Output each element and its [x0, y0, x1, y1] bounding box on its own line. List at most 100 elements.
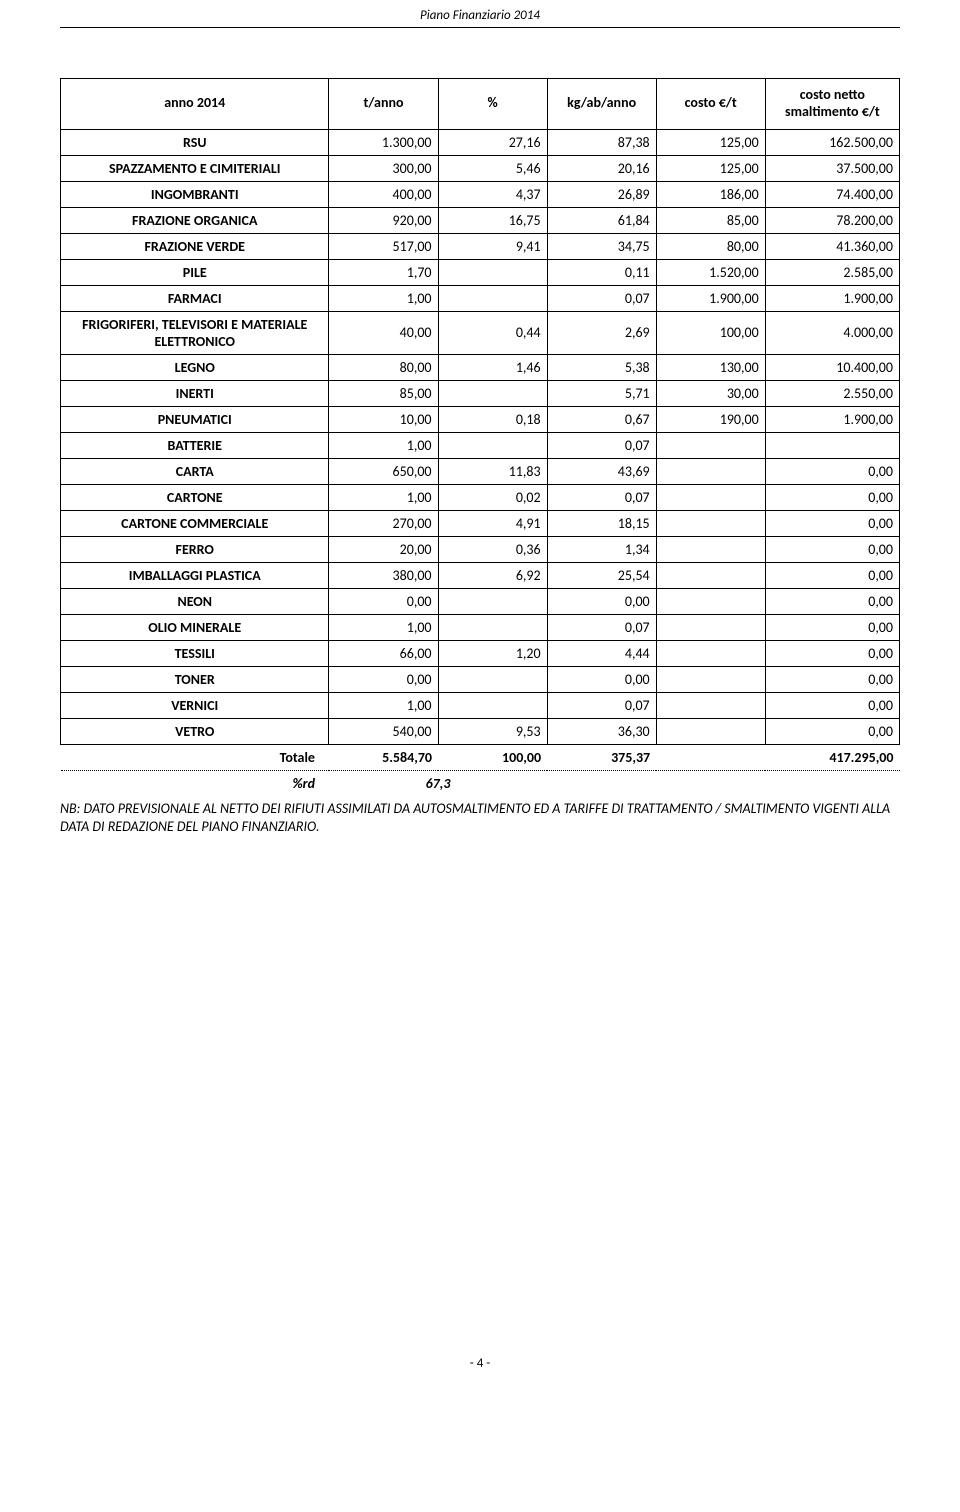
- row-value: 16,75: [438, 207, 547, 233]
- table-head: anno 2014 t/anno % kg/ab/anno costo €/t …: [61, 79, 900, 130]
- row-value: 5,38: [547, 354, 656, 380]
- row-value: 1,00: [329, 614, 438, 640]
- table-row: VERNICI1,000,070,00: [61, 692, 900, 718]
- row-value: 1,00: [329, 692, 438, 718]
- page-number: - 4 -: [60, 1356, 900, 1371]
- table-row: TESSILI66,001,204,440,00: [61, 640, 900, 666]
- row-label: INGOMBRANTI: [61, 181, 329, 207]
- row-value: 9,53: [438, 718, 547, 744]
- row-value: 162.500,00: [765, 129, 899, 155]
- row-value: 87,38: [547, 129, 656, 155]
- rd-empty: [656, 770, 765, 796]
- table-row: BATTERIE1,000,07: [61, 432, 900, 458]
- row-value: 30,00: [656, 380, 765, 406]
- row-label: FERRO: [61, 536, 329, 562]
- col-costot: costo €/t: [656, 79, 765, 130]
- row-value: 0,44: [438, 311, 547, 354]
- row-label: CARTONE: [61, 484, 329, 510]
- row-label: FRIGORIFERI, TELEVISORI E MATERIALE ELET…: [61, 311, 329, 354]
- table-row: CARTONE COMMERCIALE270,004,9118,150,00: [61, 510, 900, 536]
- col-kgab: kg/ab/anno: [547, 79, 656, 130]
- row-value: 300,00: [329, 155, 438, 181]
- table-row: TONER0,000,000,00: [61, 666, 900, 692]
- row-value: 4.000,00: [765, 311, 899, 354]
- table-row: CARTA650,0011,8343,690,00: [61, 458, 900, 484]
- row-value: 0,00: [765, 536, 899, 562]
- row-value: 0,67: [547, 406, 656, 432]
- row-value: 25,54: [547, 562, 656, 588]
- col-pct: %: [438, 79, 547, 130]
- rd-empty: [547, 770, 656, 796]
- row-value: 130,00: [656, 354, 765, 380]
- row-value: 1.300,00: [329, 129, 438, 155]
- row-value: [438, 259, 547, 285]
- row-value: [656, 718, 765, 744]
- row-label: LEGNO: [61, 354, 329, 380]
- row-value: [656, 536, 765, 562]
- table-row: INGOMBRANTI400,004,3726,89186,0074.400,0…: [61, 181, 900, 207]
- row-value: 0,07: [547, 285, 656, 311]
- row-label: PILE: [61, 259, 329, 285]
- row-label: OLIO MINERALE: [61, 614, 329, 640]
- table-row: SPAZZAMENTO E CIMITERIALI300,005,4620,16…: [61, 155, 900, 181]
- row-value: 2,69: [547, 311, 656, 354]
- table-row: IMBALLAGGI PLASTICA380,006,9225,540,00: [61, 562, 900, 588]
- row-value: 85,00: [656, 207, 765, 233]
- row-value: 0,00: [547, 666, 656, 692]
- row-value: 5,71: [547, 380, 656, 406]
- col-tanno: t/anno: [329, 79, 438, 130]
- row-label: FARMACI: [61, 285, 329, 311]
- row-value: 0,02: [438, 484, 547, 510]
- row-value: 80,00: [329, 354, 438, 380]
- table-row: PILE1,700,111.520,002.585,00: [61, 259, 900, 285]
- row-label: TONER: [61, 666, 329, 692]
- row-label: FRAZIONE ORGANICA: [61, 207, 329, 233]
- row-value: 1.900,00: [765, 285, 899, 311]
- row-value: 36,30: [547, 718, 656, 744]
- rd-value: 67,3: [329, 770, 547, 796]
- row-value: [656, 640, 765, 666]
- row-label: CARTA: [61, 458, 329, 484]
- row-value: 80,00: [656, 233, 765, 259]
- table-row: OLIO MINERALE1,000,070,00: [61, 614, 900, 640]
- row-value: 920,00: [329, 207, 438, 233]
- row-label: RSU: [61, 129, 329, 155]
- row-value: 517,00: [329, 233, 438, 259]
- row-value: 400,00: [329, 181, 438, 207]
- row-value: 85,00: [329, 380, 438, 406]
- row-value: 74.400,00: [765, 181, 899, 207]
- row-value: 11,83: [438, 458, 547, 484]
- table-row: FARMACI1,000,071.900,001.900,00: [61, 285, 900, 311]
- row-value: [656, 614, 765, 640]
- row-value: 37.500,00: [765, 155, 899, 181]
- row-label: SPAZZAMENTO E CIMITERIALI: [61, 155, 329, 181]
- table-row: FRAZIONE ORGANICA920,0016,7561,8485,0078…: [61, 207, 900, 233]
- row-value: 0,07: [547, 484, 656, 510]
- table-row: FRIGORIFERI, TELEVISORI E MATERIALE ELET…: [61, 311, 900, 354]
- row-value: 0,00: [765, 510, 899, 536]
- row-label: IMBALLAGGI PLASTICA: [61, 562, 329, 588]
- rd-label: %rd: [61, 770, 329, 796]
- total-row: Totale5.584,70100,00375,37417.295,00: [61, 744, 900, 770]
- row-value: 6,92: [438, 562, 547, 588]
- row-value: 0,00: [765, 718, 899, 744]
- row-value: 540,00: [329, 718, 438, 744]
- total-value: 417.295,00: [765, 744, 899, 770]
- total-value: 5.584,70: [329, 744, 438, 770]
- row-value: 0,00: [765, 692, 899, 718]
- row-label: VERNICI: [61, 692, 329, 718]
- row-label: INERTI: [61, 380, 329, 406]
- col-anno: anno 2014: [61, 79, 329, 130]
- row-value: 1.520,00: [656, 259, 765, 285]
- waste-cost-table: anno 2014 t/anno % kg/ab/anno costo €/t …: [60, 78, 900, 796]
- table-row: LEGNO80,001,465,38130,0010.400,00: [61, 354, 900, 380]
- row-value: 2.585,00: [765, 259, 899, 285]
- total-value: [656, 744, 765, 770]
- table-row: CARTONE1,000,020,070,00: [61, 484, 900, 510]
- table-row: RSU1.300,0027,1687,38125,00162.500,00: [61, 129, 900, 155]
- row-value: 20,00: [329, 536, 438, 562]
- row-value: [656, 510, 765, 536]
- table-body: RSU1.300,0027,1687,38125,00162.500,00SPA…: [61, 129, 900, 796]
- page-container: Piano Finanziario 2014 anno 2014 t/anno …: [0, 0, 960, 1411]
- table-row: FERRO20,000,361,340,00: [61, 536, 900, 562]
